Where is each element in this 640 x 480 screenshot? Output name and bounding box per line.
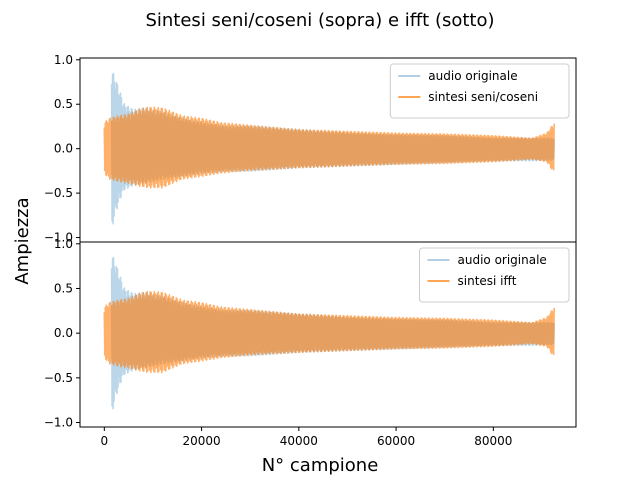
y-tick-label: 1.0	[54, 53, 73, 67]
series-synthesis-line	[103, 106, 555, 189]
y-tick-label: 0.0	[54, 326, 73, 340]
y-tick-label: −0.5	[44, 186, 73, 200]
legend-label: sintesi ifft	[458, 274, 517, 288]
y-tick-label: 0.5	[54, 281, 73, 295]
legend-box	[419, 247, 570, 303]
legend-label: audio originale	[458, 253, 547, 267]
legend-label: audio originale	[428, 69, 517, 83]
legend: audio originale sintesi seni/coseni	[389, 63, 570, 119]
top-subplot: −1.0 −0.5 0.0 0.5 1.0 audio originale sintesi …	[44, 53, 577, 245]
y-tick-label: −1.0	[44, 231, 73, 245]
y-tick-label: −1.0	[44, 416, 73, 430]
plot-area	[103, 72, 555, 225]
y-tick-label: 1.0	[54, 237, 73, 251]
y-axis-label: Ampiezza	[12, 197, 33, 284]
y-tick-label: 0.0	[54, 142, 73, 156]
series-synthesis-line	[103, 290, 555, 374]
legend: audio originale sintesi ifft	[419, 247, 570, 303]
y-tick-label: −0.5	[44, 371, 73, 385]
bottom-subplot: −1.0 −0.5 0.0 0.5 1.0 0 20000 40000 60000 80000 au…	[44, 237, 577, 448]
figure-title: Sintesi seni/coseni (sopra) e ifft (sott…	[145, 10, 494, 31]
axes-frame	[79, 241, 577, 428]
x-tick-label: 40000	[280, 434, 318, 448]
legend-label: sintesi seni/coseni	[428, 90, 538, 104]
x-tick-label: 0	[100, 434, 108, 448]
x-tick-label: 80000	[474, 434, 512, 448]
plot-area	[103, 256, 555, 410]
x-tick-label: 20000	[182, 434, 220, 448]
y-tick-label: 0.5	[54, 97, 73, 111]
legend-box	[389, 63, 570, 119]
x-tick-label: 60000	[377, 434, 415, 448]
x-axis-label: N° campione	[262, 455, 379, 476]
